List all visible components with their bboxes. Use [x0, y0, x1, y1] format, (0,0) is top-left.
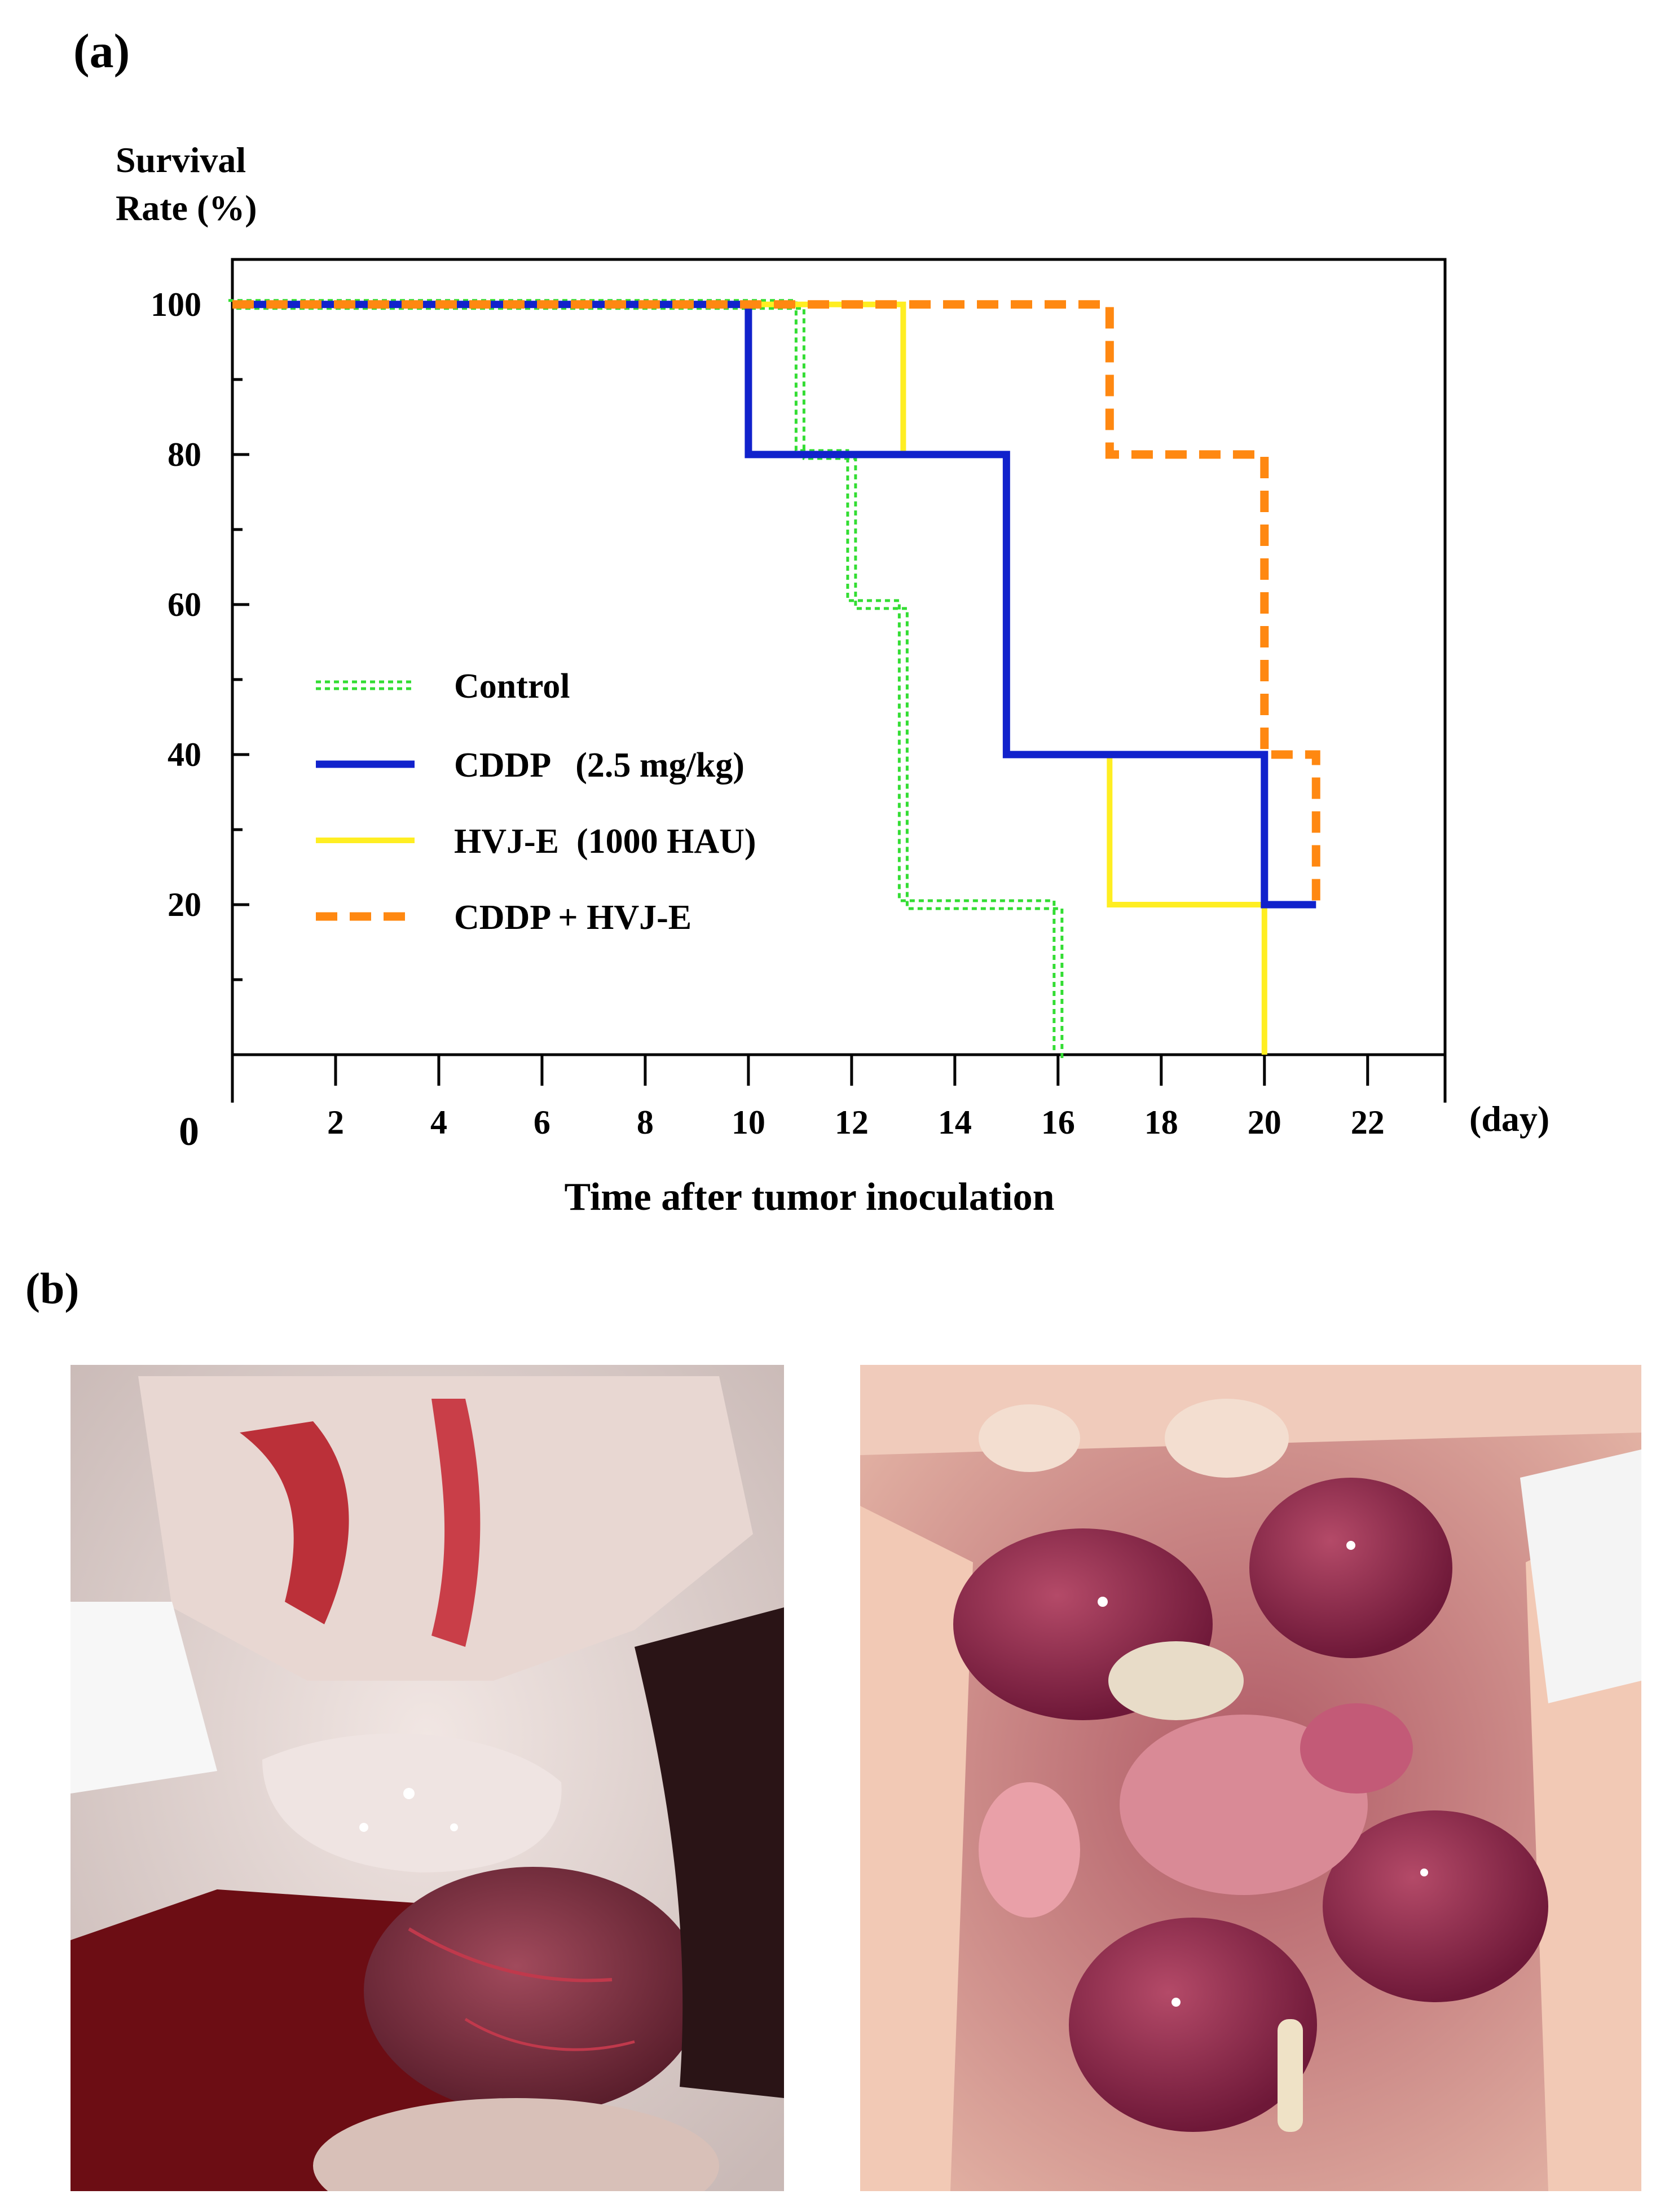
x-tick-label: 18	[1144, 1104, 1178, 1141]
photo-right	[860, 1365, 1641, 2191]
x-tick-label: 8	[637, 1104, 654, 1141]
chart-axes: 2 4 6 8 10 12 14 16 18 20 22 20 40 60 80 100	[151, 258, 1447, 1141]
panel-a-label: (a)	[73, 24, 130, 78]
x-tick-label: 16	[1041, 1104, 1075, 1141]
x-tick-label: 4	[430, 1104, 447, 1141]
origin-label: 0	[179, 1109, 199, 1154]
y-tick-label: 40	[168, 736, 201, 773]
legend-label: Control	[454, 667, 570, 706]
legend-label: HVJ-E (1000 HAU)	[454, 822, 756, 861]
series-line-cddp	[232, 301, 1316, 909]
y-axis-label-line1: Survival	[116, 140, 246, 180]
photo-left	[71, 1365, 784, 2191]
series-control	[228, 299, 1064, 1059]
x-tick-label: 12	[835, 1104, 869, 1141]
series-line-control	[228, 299, 1056, 1051]
plot-frame	[231, 258, 1447, 1056]
series-line-combo	[232, 300, 1320, 905]
y-axis-label-line2: Rate (%)	[116, 188, 257, 228]
legend-item-hvje: HVJ-E (1000 HAU)	[316, 822, 756, 861]
series-line-control	[236, 307, 1064, 1059]
series-combo	[232, 300, 1320, 905]
y-tick-label: 80	[168, 436, 201, 473]
series-cddp	[232, 301, 1316, 909]
legend-label: CDDP + HVJ-E	[454, 898, 692, 937]
x-tick-label: 20	[1248, 1104, 1281, 1141]
chart-series	[228, 299, 1320, 1059]
panel-b-label: (b)	[25, 1264, 80, 1313]
x-tick-label: 6	[534, 1104, 550, 1141]
y-tick-label: 20	[168, 886, 201, 923]
legend-item-control: Control	[316, 667, 570, 706]
survival-chart: 2 4 6 8 10 12 14 16 18 20 22 20 40 60 80 100 Control CDD…	[116, 140, 1549, 1219]
x-tick-label: 10	[732, 1104, 765, 1141]
x-axis-unit: (day)	[1469, 1099, 1549, 1139]
x-tick-label: 14	[938, 1104, 972, 1141]
y-tick-label: 60	[168, 586, 201, 623]
x-tick-label: 2	[327, 1104, 344, 1141]
x-tick-label: 22	[1351, 1104, 1385, 1141]
legend-item-combo: CDDP + HVJ-E	[316, 898, 692, 937]
chart-legend: Control CDDP (2.5 mg/kg) HVJ-E (1000 HAU) C…	[316, 667, 756, 937]
legend-label: CDDP (2.5 mg/kg)	[454, 746, 745, 785]
x-axis-label: Time after tumor inoculation	[564, 1175, 1054, 1219]
legend-item-cddp: CDDP (2.5 mg/kg)	[316, 746, 745, 785]
y-tick-label: 100	[151, 286, 201, 323]
